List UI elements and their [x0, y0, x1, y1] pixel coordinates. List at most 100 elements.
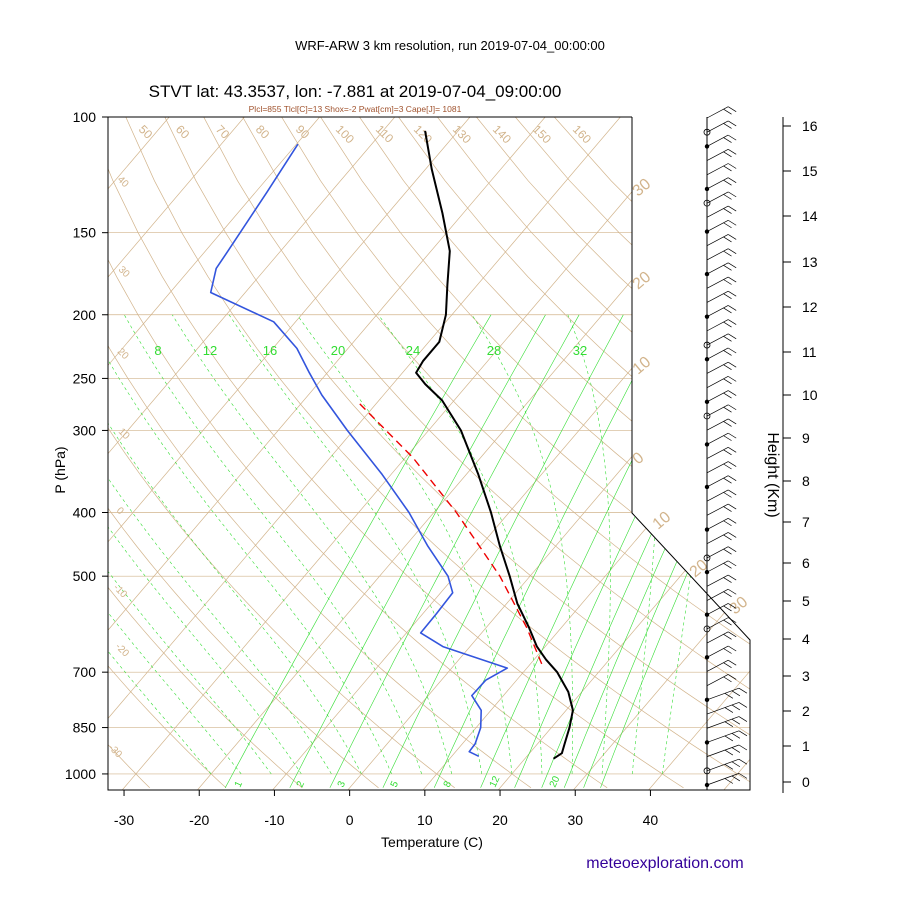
moist-adiabat-line [108, 314, 302, 775]
isotherm-line [108, 117, 170, 790]
dry-adiabat-label: 80 [253, 122, 273, 142]
temperature-axis-label: Temperature (C) [381, 834, 483, 850]
isotherm-line [271, 117, 750, 790]
isotherm-line [0, 117, 19, 791]
height-tick-label: 1 [802, 738, 810, 754]
dry-adiabat-line [242, 117, 750, 789]
dry-adiabat-line [108, 117, 455, 789]
mixing-ratio-label: 1 [233, 779, 246, 789]
wind-barb [704, 432, 737, 447]
temperature-tick-label: -20 [189, 812, 209, 828]
dry-adiabat-line [398, 117, 750, 789]
wind-barb [706, 489, 737, 502]
plot-frame [107, 116, 751, 791]
moist-adiabat-label: 10 [650, 509, 675, 534]
pressure-tick-label: 200 [73, 307, 97, 323]
wind-barb [706, 376, 737, 388]
dry-adiabat-line [108, 117, 532, 789]
dry-adiabat-line [203, 117, 750, 789]
station-title: STVT lat: 43.3537, lon: -7.881 at 2019-0… [149, 82, 562, 101]
wind-barb [706, 702, 748, 715]
wind-barb [704, 347, 737, 362]
moist-adiabat-line [108, 314, 212, 775]
height-tick-label: 14 [802, 208, 818, 224]
moist-adiabat-line [662, 314, 721, 774]
pressure-tick-label: 500 [73, 568, 97, 584]
dry-adiabat-label: 40 [115, 174, 131, 190]
mixing-ratio-line [480, 314, 705, 788]
temperature-tick-label: 0 [346, 812, 354, 828]
pressure-tick-label: 100 [73, 109, 97, 125]
wind-barb [706, 276, 737, 289]
wind-barb [704, 390, 737, 405]
mixing-ratio-label: 32 [573, 343, 587, 358]
moist-adiabat-line [172, 314, 452, 774]
wind-barb [706, 418, 737, 431]
dry-adiabat-line [108, 117, 227, 789]
mixing-ratio-line [289, 314, 546, 788]
wind-barb [703, 120, 737, 136]
height-tick-label: 8 [802, 473, 810, 489]
dry-adiabat-line [320, 117, 750, 789]
isotherm-line [108, 117, 471, 790]
run-title: WRF-ARW 3 km resolution, run 2019-07-04_… [295, 38, 605, 53]
dry-adiabat-label: -10 [111, 582, 129, 600]
mixing-ratio-label: 12 [203, 343, 217, 358]
dry-adiabat-label: 20 [115, 346, 131, 362]
height-tick-label: 3 [802, 668, 810, 684]
mixing-ratio-label: 16 [263, 343, 277, 358]
wind-barb [704, 517, 737, 532]
dry-adiabat-label: 110 [373, 122, 397, 146]
mixing-ratio-line [600, 314, 750, 788]
mixing-ratio-label: 20 [548, 774, 563, 789]
mixing-ratio-line [224, 314, 492, 788]
moist-adiabat-line [108, 314, 332, 775]
pressure-tick-label: 400 [73, 505, 97, 521]
temperature-tick-label: 40 [643, 812, 659, 828]
mixing-ratio-line [563, 314, 750, 788]
dry-adiabat-label: -20 [113, 641, 131, 659]
pressure-tick-label: 300 [73, 422, 97, 438]
height-tick-label: 7 [802, 514, 810, 530]
dry-adiabat-label: 100 [333, 122, 357, 146]
mixing-ratio-label: 20 [331, 343, 345, 358]
height-tick-label: 2 [802, 703, 810, 719]
wind-barb [703, 617, 737, 633]
isotherm-line [647, 117, 750, 790]
isotherm-line [497, 117, 750, 790]
wind-barb [704, 560, 737, 575]
wind-barb [703, 333, 737, 349]
wind-barb [706, 532, 737, 545]
pressure-tick-label: 700 [73, 664, 97, 680]
mixing-ratio-label: 8 [154, 343, 161, 358]
wind-barb [706, 148, 737, 161]
wind-barb [706, 631, 737, 644]
mixing-ratio-line [329, 314, 580, 788]
dry-adiabat-line [281, 117, 750, 789]
wind-barb [706, 461, 737, 474]
height-tick-label: 5 [802, 593, 810, 609]
wind-barb [706, 290, 737, 303]
moist-adiabat-line [124, 314, 422, 775]
moist-adiabat-label: 10 [630, 354, 655, 379]
moist-adiabat-label: 30 [727, 594, 752, 619]
wind-barb [704, 773, 748, 788]
height-tick-label: 11 [802, 344, 817, 360]
mixing-ratio-label: 8 [442, 779, 455, 789]
indices-line: Plcl=855 Tlcl[C]=13 Shox=-2 Pwat[cm]=3 C… [249, 104, 462, 114]
wind-barb [706, 447, 737, 459]
moist-adiabat-line [108, 314, 362, 775]
wind-barb [704, 475, 737, 490]
isotherm-line [108, 117, 320, 790]
wind-barb-column [703, 106, 748, 790]
wind-barb [704, 134, 737, 149]
dry-adiabat-line [437, 117, 750, 789]
wind-barb [706, 319, 737, 332]
height-tick-label: 13 [802, 254, 818, 270]
pressure-tick-label: 150 [73, 225, 97, 241]
height-tick-label: 16 [802, 118, 818, 134]
moist-adiabat-label: 30 [630, 176, 655, 201]
